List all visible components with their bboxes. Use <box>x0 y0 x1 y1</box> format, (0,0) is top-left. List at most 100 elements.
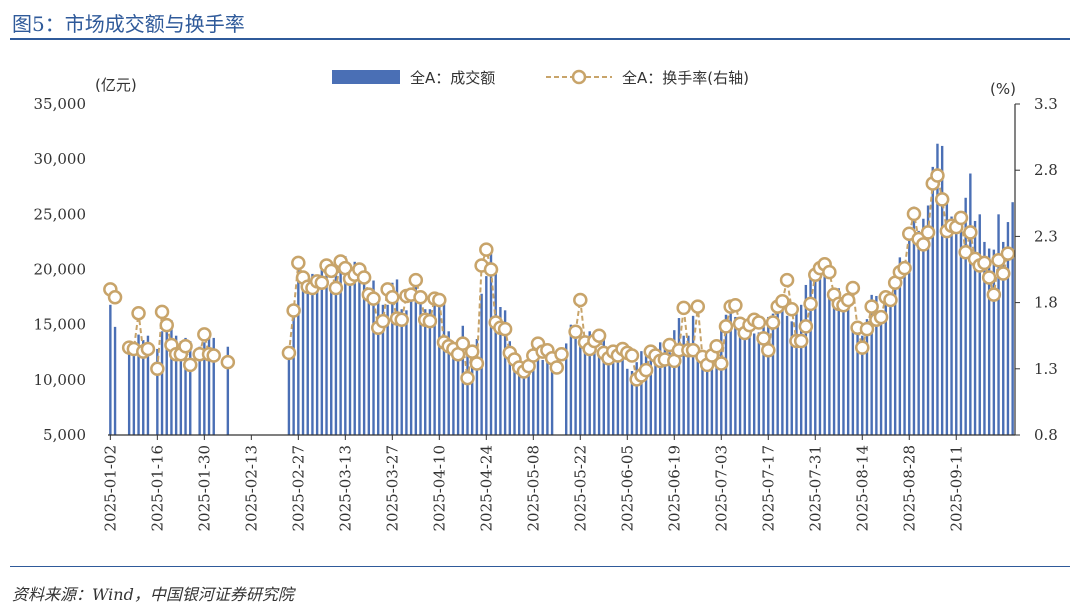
right-y-tick-label: 0.8 <box>1034 426 1058 444</box>
bar <box>621 357 624 435</box>
turnover-point <box>460 370 475 386</box>
bar <box>438 302 441 435</box>
bar <box>828 298 831 435</box>
legend-line-marker <box>571 69 587 85</box>
bar <box>109 304 112 435</box>
bar <box>691 315 695 435</box>
title-rule <box>10 38 1070 40</box>
bar <box>635 362 638 435</box>
bar <box>649 355 652 435</box>
bar <box>687 335 690 435</box>
bar <box>785 315 789 435</box>
turnover-point <box>765 315 781 330</box>
x-tick-label: 2025-01-16 <box>148 445 166 531</box>
bar <box>931 166 934 435</box>
turnover-point <box>366 291 381 306</box>
right-y-tick-label: 2.8 <box>1034 161 1058 179</box>
turnover-point <box>718 319 734 334</box>
turnover-point <box>422 313 438 329</box>
bar <box>809 275 812 435</box>
turnover-point <box>182 357 198 373</box>
turnover-point <box>906 206 922 222</box>
left-y-tick-label: 10,000 <box>34 371 87 389</box>
bar <box>381 304 385 435</box>
turnover-point <box>483 262 499 277</box>
bar <box>518 373 521 435</box>
bar <box>532 345 535 435</box>
x-tick-label: 2025-08-28 <box>900 445 918 531</box>
bar <box>292 307 295 435</box>
right-y-tick-label: 2.3 <box>1034 227 1058 245</box>
bar <box>710 346 714 435</box>
bar <box>212 337 215 435</box>
bar <box>903 263 906 435</box>
turnover-point <box>291 255 306 271</box>
bar <box>391 282 394 435</box>
bar <box>409 299 413 435</box>
axes-layer <box>108 103 1020 440</box>
bar <box>485 276 488 435</box>
bar <box>447 331 450 435</box>
bar <box>372 280 375 435</box>
turnover-point <box>497 321 513 337</box>
turnover-point <box>986 287 1002 302</box>
bar <box>865 319 869 435</box>
bar <box>983 241 986 435</box>
bar <box>743 324 746 435</box>
turnover-point <box>977 255 992 271</box>
turnover-point <box>549 360 565 375</box>
bar <box>696 353 699 435</box>
bar <box>870 294 873 435</box>
bar <box>508 341 512 435</box>
x-tick-label: 2025-06-19 <box>665 445 683 531</box>
bar <box>146 335 150 435</box>
bar <box>569 324 573 435</box>
turnover-point <box>568 324 583 339</box>
bar <box>757 332 761 435</box>
bar <box>922 218 925 435</box>
bar <box>762 326 765 435</box>
turnover-point <box>479 242 494 257</box>
bar <box>950 216 953 435</box>
bar <box>1002 241 1005 435</box>
bar <box>1006 222 1010 435</box>
turnover-point <box>394 312 409 328</box>
bar <box>630 371 634 435</box>
bar <box>541 359 544 435</box>
source-note: 资料来源：Wind，中国银河证券研究院 <box>12 585 294 604</box>
x-tick-label: 2025-05-08 <box>524 445 542 531</box>
bar <box>456 347 460 435</box>
turnover-point <box>591 328 607 343</box>
bar <box>790 321 793 435</box>
turnover-point <box>197 327 212 342</box>
bar <box>884 291 887 435</box>
bar <box>419 295 422 435</box>
bar <box>367 289 371 435</box>
bar <box>132 351 136 435</box>
turnover-point <box>281 345 297 361</box>
turnover-point <box>761 343 776 358</box>
turnover-point <box>756 331 771 346</box>
legend-bar-label: 全A：成交额 <box>410 69 495 87</box>
right-y-tick-label: 1.8 <box>1034 294 1058 312</box>
x-tick-label: 2025-02-13 <box>242 445 260 531</box>
bar <box>814 267 817 435</box>
bar <box>315 280 319 435</box>
turnover-point <box>178 339 193 354</box>
right-axis-unit: (%) <box>990 80 1016 98</box>
turnover-point <box>775 294 790 309</box>
bar <box>442 300 446 435</box>
bar <box>987 248 991 435</box>
bar <box>893 272 897 435</box>
turnover-point <box>413 290 428 305</box>
bar <box>301 276 305 435</box>
bar <box>165 324 168 435</box>
x-tick-label: 2025-07-03 <box>712 445 730 531</box>
source-rule <box>10 566 1070 567</box>
left-y-tick-label: 15,000 <box>34 316 87 334</box>
bar <box>752 333 756 435</box>
bar <box>959 227 963 435</box>
bar <box>513 361 516 435</box>
left-y-tick-label: 30,000 <box>34 150 87 168</box>
turnover-point <box>930 168 945 183</box>
